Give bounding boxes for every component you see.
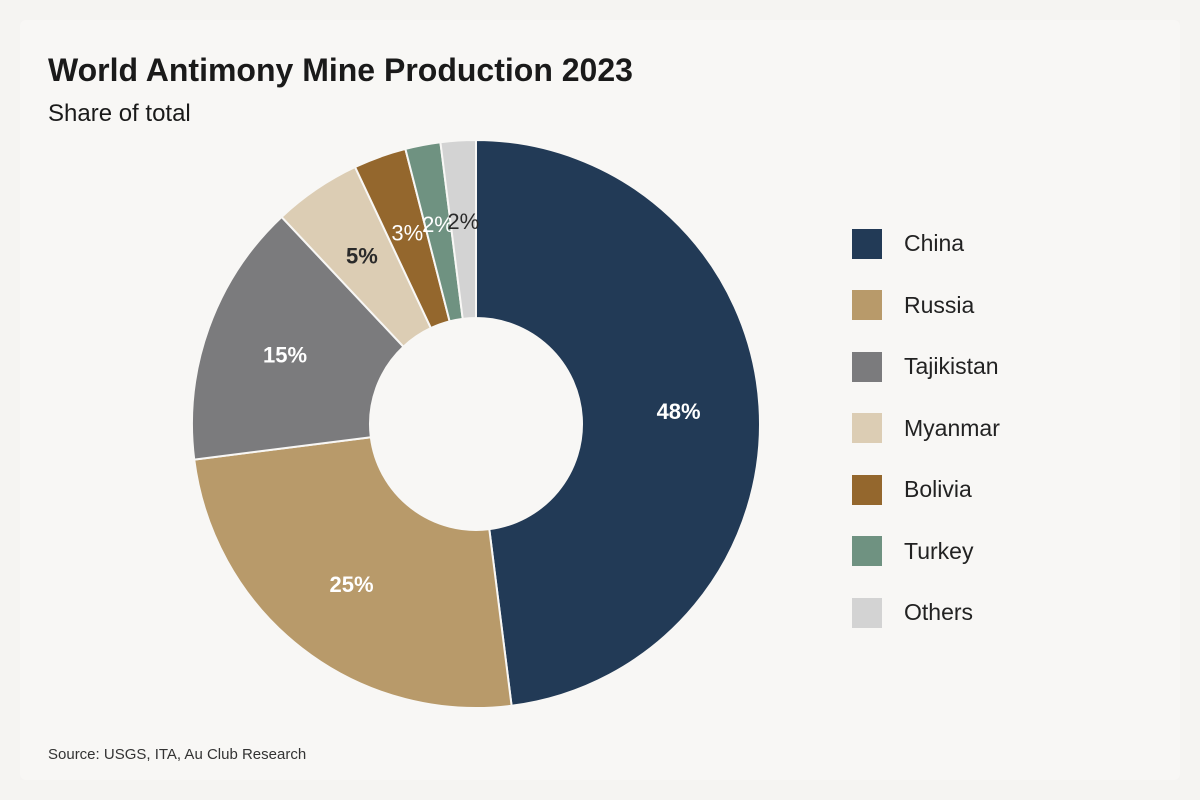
slice-china <box>475 138 761 707</box>
legend-swatch <box>852 290 882 321</box>
slice-label-bolivia: 3% <box>391 221 423 246</box>
slice-russia <box>193 436 513 709</box>
slice-label-turkey: 2% <box>422 212 454 237</box>
legend-swatch <box>852 351 882 382</box>
legend-item-russia: Russia <box>852 275 1000 337</box>
slice-tajikistan <box>191 215 405 461</box>
legend-label: Turkey <box>904 537 974 564</box>
chart-legend: China Russia Tajikistan Myanmar Bolivia Turke… <box>852 213 1000 644</box>
slice-label-russia: 25% <box>330 572 374 597</box>
chart-subtitle: Share of total <box>48 100 191 127</box>
legend-item-turkey: Turkey <box>852 521 1000 583</box>
legend-swatch <box>852 597 882 628</box>
legend-label: Myanmar <box>904 414 1000 441</box>
slice-others <box>439 138 477 320</box>
legend-label: Tajikistan <box>904 353 999 380</box>
chart-source: Source: USGS, ITA, Au Club Research <box>48 746 307 763</box>
legend-item-myanmar: Myanmar <box>852 398 1000 460</box>
slice-label-tajikistan: 15% <box>263 343 307 368</box>
legend-item-bolivia: Bolivia <box>852 459 1000 521</box>
legend-swatch <box>852 413 882 444</box>
slice-label-others: 2% <box>447 209 479 234</box>
slice-label-myanmar: 5% <box>346 244 378 269</box>
legend-label: Others <box>904 599 974 626</box>
legend-label: Bolivia <box>904 476 972 503</box>
legend-swatch <box>852 474 882 505</box>
legend-item-china: China <box>852 213 1000 275</box>
legend-label: Russia <box>904 291 975 318</box>
legend-swatch <box>852 536 882 567</box>
legend-item-others: Others <box>852 582 1000 644</box>
slice-label-china: 48% <box>657 399 701 424</box>
legend-label: China <box>904 230 965 257</box>
legend-swatch <box>852 228 882 259</box>
chart-title: World Antimony Mine Production 2023 <box>48 52 633 88</box>
legend-item-tajikistan: Tajikistan <box>852 336 1000 398</box>
